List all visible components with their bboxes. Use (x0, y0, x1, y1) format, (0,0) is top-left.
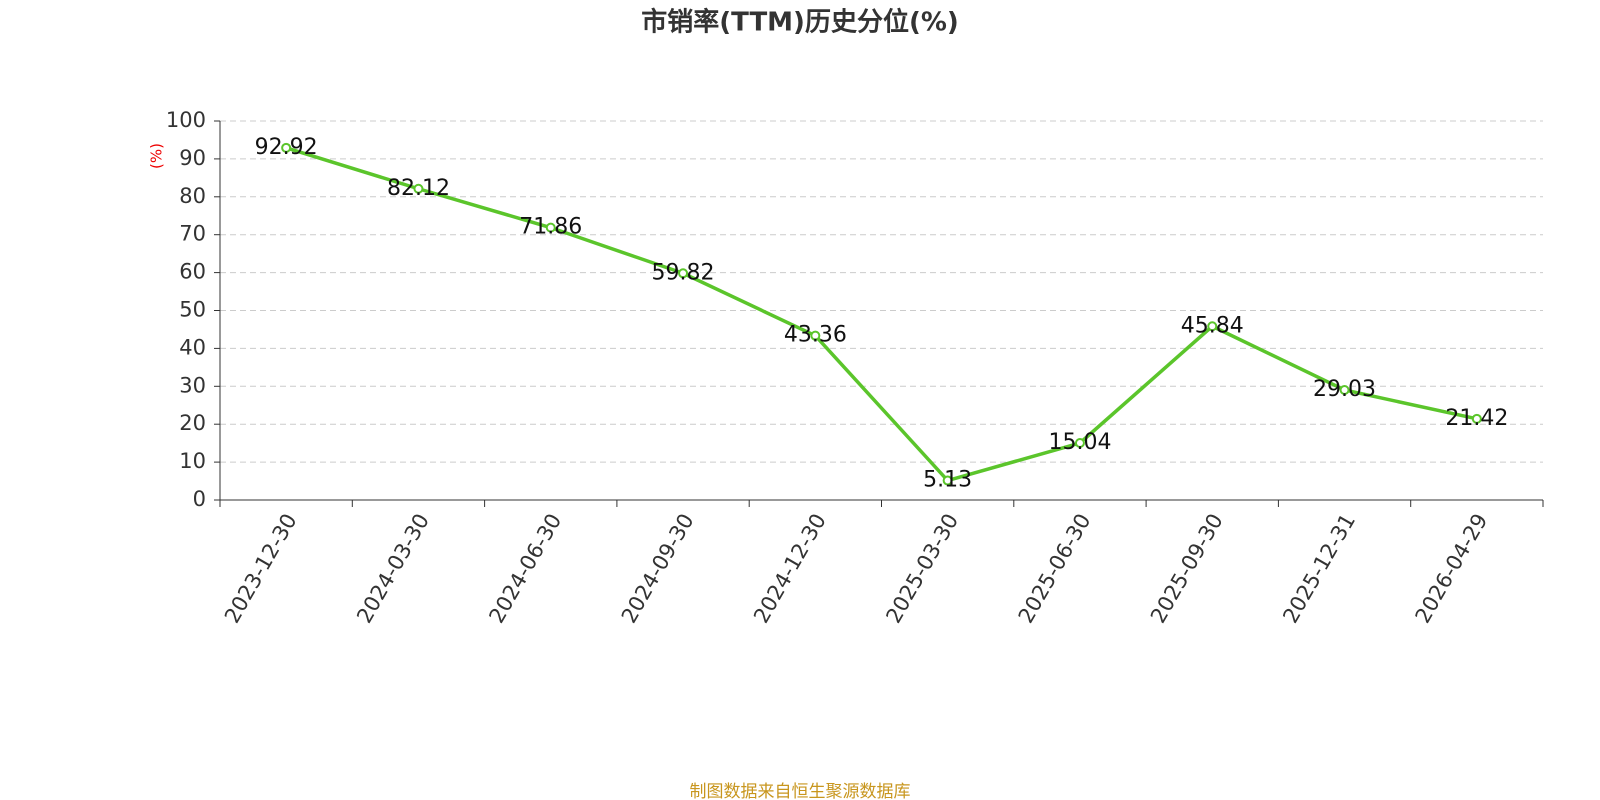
point (1471, 413, 1482, 424)
y-tick-label: 50 (179, 298, 206, 322)
point (1207, 321, 1218, 332)
data-label: 82.12 (387, 176, 450, 201)
x-tick-label: 2026-04-29 (1411, 510, 1493, 628)
x-tick-label: 2025-03-30 (881, 510, 963, 628)
y-tick-label: 0 (193, 487, 206, 511)
y-tick-label: 70 (179, 222, 206, 246)
y-tick-label: 40 (179, 335, 206, 359)
data-label: 29.03 (1313, 377, 1376, 402)
data-label: 92.92 (255, 135, 318, 160)
point (545, 222, 556, 233)
x-tick-label: 2024-09-30 (617, 510, 699, 628)
x-tick-label: 2023-12-30 (220, 510, 302, 628)
point (942, 475, 953, 486)
data-label: 59.82 (652, 260, 715, 285)
point (281, 142, 292, 153)
chart-title: 市销率(TTM)历史分位(%) (641, 7, 959, 38)
x-tick-label: 2024-12-30 (749, 510, 831, 628)
point (1074, 437, 1085, 448)
point (678, 268, 689, 279)
y-tick-label: 90 (179, 146, 206, 170)
x-tick-label: 2025-06-30 (1014, 510, 1096, 628)
point (1339, 384, 1350, 395)
y-axis-label: (%) (148, 143, 166, 169)
point (810, 330, 821, 341)
data-label: 21.42 (1445, 406, 1508, 431)
data-label: 45.84 (1181, 313, 1244, 338)
data-label: 15.04 (1048, 430, 1111, 455)
data-label: 71.86 (519, 215, 582, 240)
y-tick-label: 100 (166, 108, 206, 132)
data-label: 5.13 (923, 468, 972, 493)
x-tick-label: 2025-12-31 (1278, 510, 1360, 628)
source-note: 制图数据来自恒生聚源数据库 (690, 782, 911, 800)
point (413, 183, 424, 194)
y-tick-label: 10 (179, 449, 206, 473)
x-tick-label: 2025-09-30 (1146, 510, 1228, 628)
x-tick-label: 2024-03-30 (352, 510, 434, 628)
y-tick-label: 80 (179, 184, 206, 208)
y-tick-label: 30 (179, 373, 206, 397)
y-tick-label: 20 (179, 411, 206, 435)
x-tick-label: 2024-06-30 (484, 510, 566, 628)
line (285, 146, 1478, 483)
data-label: 43.36 (784, 323, 847, 348)
y-tick-label: 60 (179, 260, 206, 284)
